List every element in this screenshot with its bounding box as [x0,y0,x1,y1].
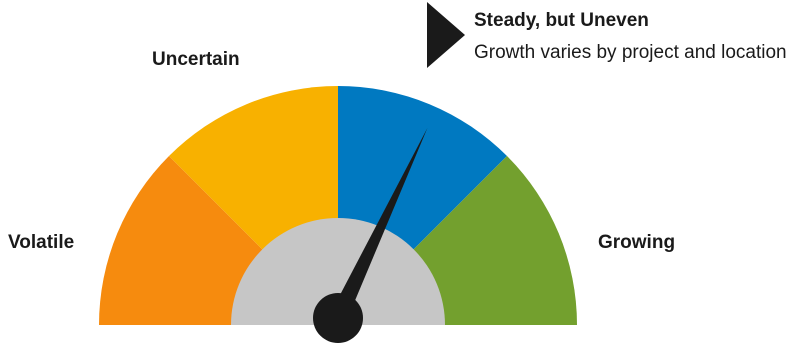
gauge-hub [231,218,445,325]
triangle-pointer-icon [427,2,465,68]
callout-title: Steady, but Uneven [474,10,649,31]
callout-subtitle: Growth varies by project and location [474,42,787,63]
needle-pivot [313,293,363,343]
label-volatile: Volatile [8,232,74,253]
label-growing: Growing [598,232,675,253]
gauge-needle [329,128,428,322]
label-uncertain: Uncertain [152,49,240,70]
